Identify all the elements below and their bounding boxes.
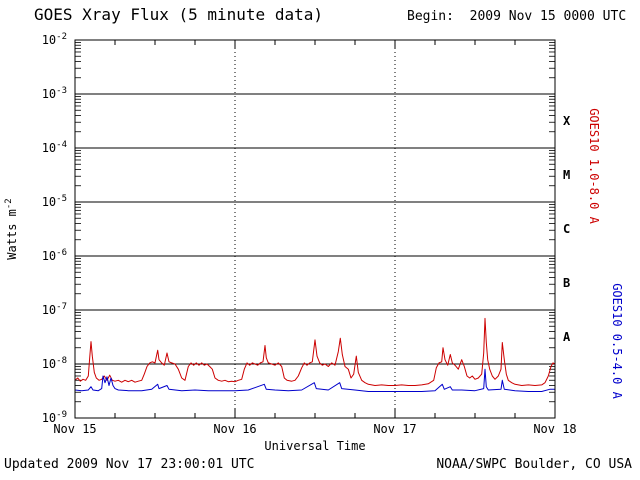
x-tick-label: Nov 16: [213, 422, 256, 436]
y-tick-label: 10-3: [42, 86, 67, 101]
series-line-1: [75, 368, 555, 392]
y-tick-label: 10-9: [42, 410, 67, 425]
x-tick-label: Nov 17: [373, 422, 416, 436]
updated-timestamp: Updated 2009 Nov 17 23:00:01 UTC: [4, 457, 255, 472]
gridlines: [75, 40, 555, 418]
x-axis-title: Universal Time: [264, 439, 365, 453]
source-credit: NOAA/SWPC Boulder, CO USA: [436, 457, 632, 472]
series-traces: [75, 317, 555, 392]
begin-timestamp: Begin: 2009 Nov 15 0000 UTC: [407, 9, 627, 24]
flare-class-label: X: [563, 114, 571, 128]
y-tick-label: 10-8: [42, 356, 67, 371]
y-tick-label: 10-4: [42, 140, 67, 155]
y-tick-label: 10-7: [42, 302, 67, 317]
flare-class-label: B: [563, 276, 570, 290]
right-axis-label-0: GOES10 1.0-8.0 A: [587, 108, 601, 224]
y-tick-label: 10-2: [42, 32, 67, 47]
flare-class-label: A: [563, 330, 571, 344]
series-line-0: [75, 317, 555, 386]
right-axis-label-1: GOES10 0.5-4.0 A: [610, 283, 624, 399]
x-tick-label: Nov 18: [533, 422, 576, 436]
plot-frame: [74, 39, 556, 419]
x-tick-label: Nov 15: [53, 422, 96, 436]
chart-title: GOES Xray Flux (5 minute data): [34, 5, 323, 24]
y-tick-label: 10-6: [42, 248, 67, 263]
y-tick-label: 10-5: [42, 194, 67, 209]
flare-class-label: C: [563, 222, 570, 236]
y-axis-title: Watts m-2: [4, 198, 19, 259]
flare-class-label: M: [563, 168, 570, 182]
